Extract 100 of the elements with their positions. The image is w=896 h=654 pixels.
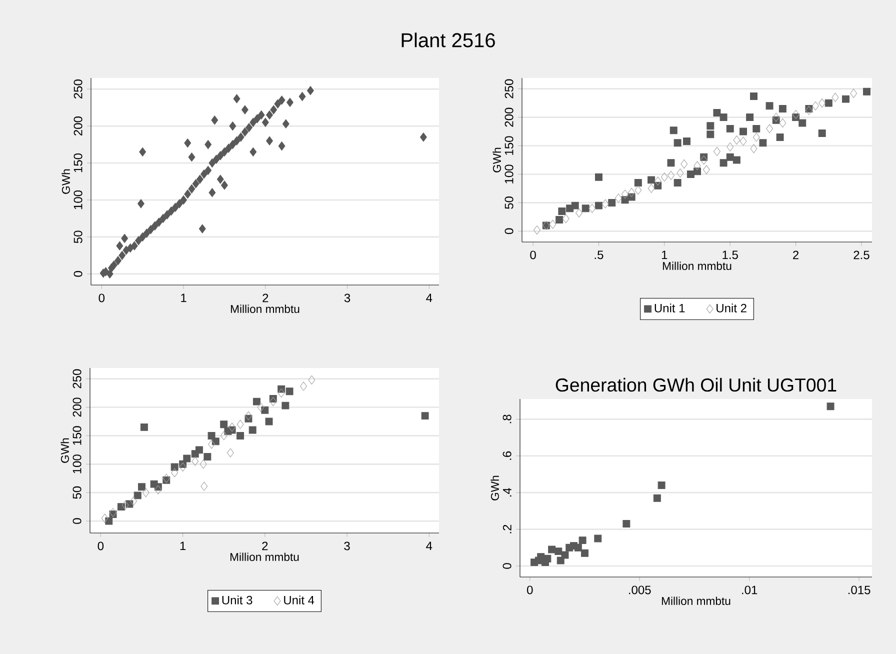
- point: [130, 496, 137, 506]
- point: [686, 170, 694, 178]
- point: [562, 214, 570, 224]
- point: [752, 132, 760, 142]
- point: [694, 161, 701, 170]
- x-tick-label: 0: [98, 294, 105, 302]
- point: [720, 114, 728, 122]
- point: [818, 130, 826, 137]
- point: [746, 114, 754, 122]
- point: [658, 482, 666, 489]
- point: [122, 500, 129, 510]
- x-tick-label: 1: [181, 294, 186, 302]
- point: [192, 456, 199, 466]
- point: [208, 432, 216, 440]
- y-tick-label: 0: [74, 271, 82, 277]
- chart-title: Generation GWh Oil Unit UGT001: [556, 378, 836, 392]
- point: [805, 106, 812, 115]
- point: [558, 208, 566, 215]
- chart-title: Plant 2516: [402, 32, 495, 48]
- point: [110, 508, 116, 518]
- y-tick-label: 50: [504, 196, 514, 209]
- point: [571, 202, 579, 210]
- y-tick-label: 150: [72, 426, 82, 445]
- point: [792, 110, 800, 119]
- point: [195, 446, 203, 454]
- point: [200, 482, 208, 491]
- y-tick-label: 100: [72, 454, 82, 474]
- point: [776, 133, 784, 141]
- point: [621, 196, 629, 204]
- point: [740, 136, 747, 146]
- point: [720, 159, 728, 167]
- point: [171, 468, 178, 478]
- point: [634, 179, 642, 187]
- point: [561, 551, 569, 559]
- y-axis-title: GWh: [60, 438, 69, 463]
- x-tick-label: 2.5: [854, 250, 870, 260]
- point: [138, 483, 146, 491]
- point: [726, 153, 734, 161]
- point: [653, 494, 661, 502]
- point: [578, 536, 586, 544]
- point: [622, 190, 628, 199]
- point: [554, 548, 562, 556]
- point: [154, 485, 162, 494]
- point: [582, 204, 590, 212]
- x-tick-label: 0: [527, 586, 533, 594]
- x-tick-label: .015: [848, 586, 870, 594]
- point: [212, 438, 220, 446]
- x-tick-label: .01: [742, 586, 758, 594]
- point: [574, 544, 582, 552]
- point: [101, 514, 108, 523]
- x-tick-label: .005: [629, 586, 651, 594]
- point: [105, 517, 113, 525]
- y-tick-label: .8: [502, 414, 512, 424]
- point: [674, 139, 682, 147]
- point: [265, 418, 273, 426]
- point: [726, 142, 734, 152]
- point: [300, 382, 307, 391]
- point: [700, 155, 708, 165]
- x-tick-label: 0: [98, 542, 104, 550]
- x-axis-title: Million mmbtu: [662, 262, 732, 270]
- point: [779, 118, 786, 128]
- y-axis-title: GWh: [492, 148, 501, 172]
- point: [549, 220, 556, 229]
- x-tick-label: 4: [426, 294, 432, 302]
- point: [634, 186, 642, 195]
- point: [750, 92, 758, 100]
- point: [702, 165, 710, 174]
- point: [614, 194, 622, 203]
- y-tick-label: .2: [502, 524, 512, 534]
- point: [286, 388, 294, 396]
- y-tick-label: 150: [504, 136, 514, 155]
- point: [179, 462, 186, 472]
- point: [278, 388, 285, 398]
- point: [766, 124, 773, 134]
- point: [534, 226, 540, 235]
- point: [752, 124, 760, 132]
- point: [798, 119, 806, 127]
- x-tick-label: 0: [530, 250, 536, 260]
- point: [200, 460, 207, 469]
- point: [772, 112, 780, 122]
- x-tick-label: 3: [344, 294, 350, 302]
- point: [594, 202, 602, 210]
- y-tick-label: .4: [503, 488, 512, 497]
- point: [282, 402, 290, 410]
- point: [648, 184, 655, 194]
- point: [228, 422, 236, 432]
- point: [248, 426, 256, 434]
- point: [261, 406, 269, 414]
- point: [594, 534, 602, 542]
- legend-label: Unit 4: [284, 596, 314, 604]
- x-tick-label: 2: [262, 294, 268, 302]
- point: [220, 420, 228, 428]
- y-tick-label: 250: [74, 80, 82, 98]
- point: [842, 95, 850, 103]
- x-tick-label: 3: [344, 542, 350, 550]
- x-axis-title: Million mmbtu: [230, 552, 299, 562]
- point: [226, 448, 234, 458]
- point: [676, 168, 684, 178]
- point: [654, 176, 662, 186]
- x-tick-label: 1.5: [722, 250, 738, 260]
